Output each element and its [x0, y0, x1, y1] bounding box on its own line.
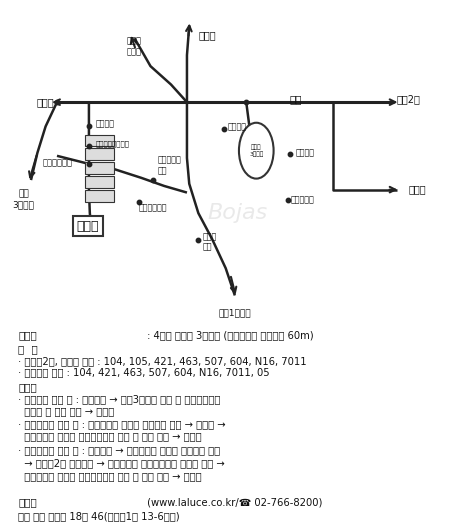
Text: 라루체: 라루체 [18, 497, 37, 507]
Text: · 왕십리에서 오실 때 : 왕십리역 → 퇴계로에서 남대문 방향으로 직진: · 왕십리에서 오실 때 : 왕십리역 → 퇴계로에서 남대문 방향으로 직진 [18, 445, 220, 455]
FancyBboxPatch shape [85, 191, 113, 202]
Text: : 4호선 명동역 3번출구 (더시픽호텔 우측길로 60m): : 4호선 명동역 3번출구 (더시픽호텔 우측길로 60m) [143, 331, 313, 341]
Text: 프린스호텔: 프린스호텔 [290, 195, 314, 204]
FancyBboxPatch shape [85, 176, 113, 188]
Text: 지하철: 지하철 [18, 331, 37, 341]
Text: 뉴오리엔탈
호텔: 뉴오리엔탈 호텔 [157, 156, 181, 175]
Text: 정화예술대학: 정화예술대학 [139, 204, 167, 213]
Text: 남산
3호터널: 남산 3호터널 [13, 190, 35, 209]
Text: 유니클로: 유니클로 [295, 149, 314, 158]
Text: 시청역: 시청역 [198, 30, 216, 40]
Text: · 강남에서 오실 때 : 반포대교 → 남산3호터널 통과 후 쌍용플래티넘: · 강남에서 오실 때 : 반포대교 → 남산3호터널 통과 후 쌍용플래티넘 [18, 394, 220, 404]
Text: 밀리오레: 밀리오레 [228, 123, 247, 132]
Text: 아파트 옆 도로 진입 → 라루체: 아파트 옆 도로 진입 → 라루체 [18, 406, 114, 416]
Text: 남산1호터널: 남산1호터널 [218, 308, 251, 317]
Text: · 서울역에서 오실 때 : 서울역에서 퇴계로 방면으로 진입 → 회현역 →: · 서울역에서 오실 때 : 서울역에서 퇴계로 방면으로 진입 → 회현역 → [18, 419, 225, 429]
Text: 서울역: 서울역 [36, 97, 54, 107]
Text: 퍼시픽
호텔: 퍼시픽 호텔 [202, 232, 217, 251]
Text: Bojas: Bojas [207, 203, 267, 223]
FancyBboxPatch shape [85, 149, 113, 160]
Text: 서울 중구 퇴계로 18길 46(남산동1가 13-6번지): 서울 중구 퇴계로 18길 46(남산동1가 13-6번지) [18, 511, 179, 521]
Text: 신세계
백화점: 신세계 백화점 [127, 37, 142, 56]
Text: (www.laluce.co.kr/☎ 02-766-8200): (www.laluce.co.kr/☎ 02-766-8200) [143, 497, 321, 507]
Text: · 명동입구 하차 : 104, 421, 463, 507, 604, N16, 7011, 05: · 명동입구 하차 : 104, 421, 463, 507, 604, N16… [18, 368, 269, 377]
Circle shape [238, 123, 273, 178]
Text: 쌍용플래티넘: 쌍용플래티넘 [43, 159, 73, 167]
Text: 충무로: 충무로 [407, 185, 425, 195]
Text: 스테이트타워남산: 스테이트타워남산 [96, 141, 130, 148]
Text: 회현사거리 지나서 스테이트타워 남산 옆 도로 진입 → 라루체: 회현사거리 지나서 스테이트타워 남산 옆 도로 진입 → 라루체 [18, 471, 202, 481]
Text: 명동: 명동 [289, 94, 301, 104]
Text: 버  스: 버 스 [18, 344, 38, 354]
Text: → 퇴계로2가 지하차도 → 회현사거리 신세계백화점 앞에서 유턴 →: → 퇴계로2가 지하차도 → 회현사거리 신세계백화점 앞에서 유턴 → [18, 458, 224, 468]
Text: 명동역
3번출구: 명동역 3번출구 [248, 144, 263, 157]
Text: · 퇴계로2가, 명동역 하차 : 104, 105, 421, 463, 507, 604, N16, 7011: · 퇴계로2가, 명동역 하차 : 104, 105, 421, 463, 50… [18, 356, 306, 366]
FancyBboxPatch shape [85, 162, 113, 174]
Text: 종로2가: 종로2가 [396, 94, 420, 104]
Text: 회현사거리 지나서 스테이트타워 남산 옆 도로 진입 → 라루체: 회현사거리 지나서 스테이트타워 남산 옆 도로 진입 → 라루체 [18, 432, 202, 442]
Text: 라루체: 라루체 [76, 220, 99, 233]
Text: 우리은행: 우리은행 [96, 120, 115, 129]
FancyBboxPatch shape [85, 134, 113, 146]
Text: 자가용: 자가용 [18, 382, 37, 392]
